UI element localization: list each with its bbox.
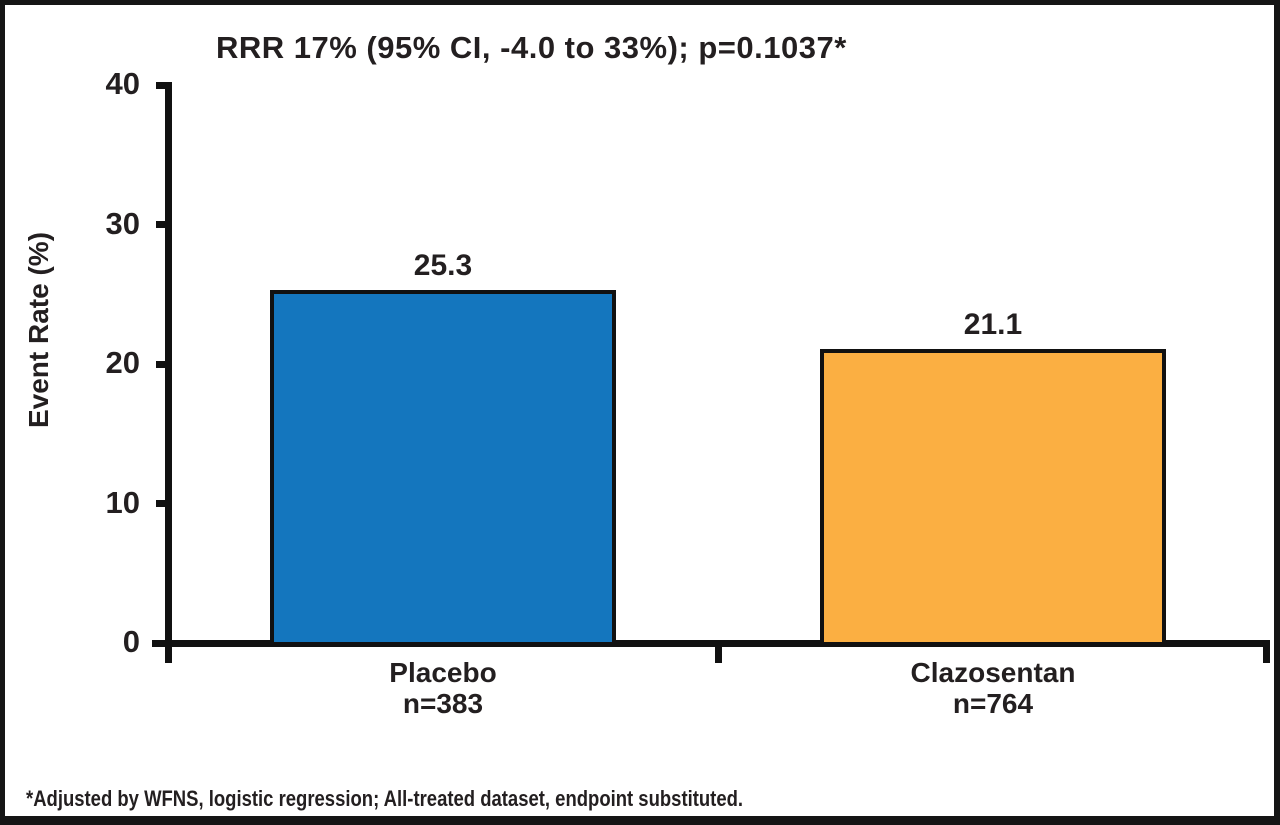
category-label: Placebo n=383: [389, 657, 497, 720]
y-tick-label: 20: [105, 345, 140, 380]
y-tick-label: 10: [105, 485, 140, 520]
chart-title: RRR 17% (95% CI, -4.0 to 33%); p=0.1037*: [216, 30, 847, 65]
y-tick-label: 30: [105, 206, 140, 241]
y-axis-line: [165, 85, 172, 663]
y-tick: [156, 361, 172, 368]
bar-value-label: 21.1: [963, 308, 1023, 341]
y-tick-label: 40: [105, 66, 140, 101]
y-tick-label: 0: [122, 624, 140, 659]
y-tick: [156, 221, 172, 228]
x-axis-line: [152, 640, 1270, 647]
footnote: *Adjusted by WFNS, logistic regression; …: [26, 786, 744, 811]
category-label: Clazosentan n=764: [910, 657, 1076, 720]
bar-placebo: [270, 290, 616, 646]
bar-value-label: 25.3: [413, 249, 473, 282]
x-tick: [715, 640, 722, 663]
x-tick: [1263, 640, 1270, 663]
y-tick: [156, 82, 172, 89]
bar-clazosentan: [820, 349, 1166, 646]
y-tick: [156, 500, 172, 507]
